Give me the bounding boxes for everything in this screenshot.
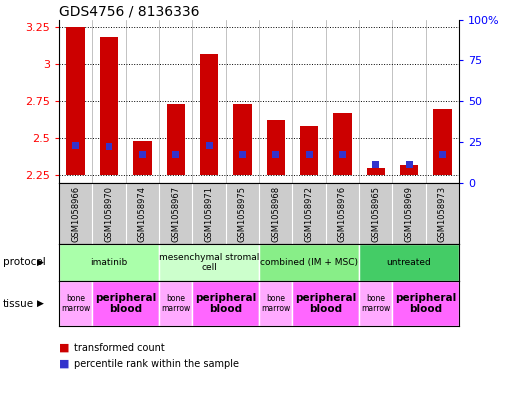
Text: GSM1058972: GSM1058972 bbox=[305, 186, 313, 242]
Bar bbox=[259, 281, 292, 326]
Bar bbox=[239, 151, 246, 158]
Bar bbox=[192, 281, 259, 326]
Text: peripheral
blood: peripheral blood bbox=[195, 293, 256, 314]
Text: bone
marrow: bone marrow bbox=[261, 294, 290, 313]
Text: GSM1058965: GSM1058965 bbox=[371, 186, 380, 242]
Bar bbox=[59, 244, 159, 281]
Text: bone
marrow: bone marrow bbox=[161, 294, 190, 313]
Text: combined (IM + MSC): combined (IM + MSC) bbox=[260, 258, 358, 267]
Bar bbox=[292, 281, 359, 326]
Text: percentile rank within the sample: percentile rank within the sample bbox=[74, 358, 240, 369]
Bar bbox=[272, 151, 279, 158]
Text: peripheral
blood: peripheral blood bbox=[295, 293, 357, 314]
Text: GSM1058971: GSM1058971 bbox=[205, 186, 213, 242]
Text: protocol: protocol bbox=[3, 257, 45, 267]
Bar bbox=[167, 104, 185, 175]
Bar bbox=[300, 127, 318, 175]
Bar bbox=[159, 244, 259, 281]
Bar bbox=[333, 113, 351, 175]
Text: GSM1058976: GSM1058976 bbox=[338, 186, 347, 242]
Text: GSM1058969: GSM1058969 bbox=[405, 186, 413, 242]
Bar bbox=[106, 143, 112, 150]
Bar bbox=[206, 142, 212, 149]
Bar bbox=[359, 244, 459, 281]
Bar bbox=[72, 142, 79, 149]
Bar bbox=[306, 151, 312, 158]
Bar bbox=[392, 281, 459, 326]
Text: GSM1058973: GSM1058973 bbox=[438, 186, 447, 242]
Bar bbox=[367, 168, 385, 175]
Text: GSM1058974: GSM1058974 bbox=[138, 186, 147, 242]
Bar bbox=[339, 151, 346, 158]
Text: peripheral
blood: peripheral blood bbox=[95, 293, 156, 314]
Bar bbox=[159, 281, 192, 326]
Text: ■: ■ bbox=[59, 343, 69, 353]
Text: GSM1058975: GSM1058975 bbox=[238, 186, 247, 242]
Bar bbox=[133, 141, 151, 175]
Bar bbox=[92, 281, 159, 326]
Bar bbox=[172, 151, 179, 158]
Bar bbox=[359, 281, 392, 326]
Text: ▶: ▶ bbox=[37, 258, 44, 267]
Bar bbox=[406, 161, 412, 168]
Text: ■: ■ bbox=[59, 358, 69, 369]
Bar bbox=[233, 104, 251, 175]
Text: untreated: untreated bbox=[387, 258, 431, 267]
Bar bbox=[139, 151, 146, 158]
Bar bbox=[67, 27, 85, 175]
Text: tissue: tissue bbox=[3, 299, 34, 309]
Bar bbox=[433, 108, 451, 175]
Bar bbox=[100, 37, 118, 175]
Text: mesenchymal stromal
cell: mesenchymal stromal cell bbox=[159, 253, 259, 272]
Text: bone
marrow: bone marrow bbox=[61, 294, 90, 313]
Bar bbox=[439, 151, 446, 158]
Text: GSM1058967: GSM1058967 bbox=[171, 186, 180, 242]
Bar bbox=[259, 244, 359, 281]
Text: GSM1058970: GSM1058970 bbox=[105, 186, 113, 242]
Text: ▶: ▶ bbox=[37, 299, 44, 308]
Bar bbox=[372, 161, 379, 168]
Bar bbox=[267, 121, 285, 175]
Text: GDS4756 / 8136336: GDS4756 / 8136336 bbox=[59, 4, 200, 18]
Text: GSM1058968: GSM1058968 bbox=[271, 186, 280, 242]
Bar bbox=[400, 165, 418, 175]
Bar bbox=[59, 281, 92, 326]
Text: GSM1058966: GSM1058966 bbox=[71, 186, 80, 242]
Text: peripheral
blood: peripheral blood bbox=[395, 293, 457, 314]
Text: transformed count: transformed count bbox=[74, 343, 165, 353]
Bar bbox=[200, 54, 218, 175]
Text: imatinib: imatinib bbox=[90, 258, 128, 267]
Text: bone
marrow: bone marrow bbox=[361, 294, 390, 313]
